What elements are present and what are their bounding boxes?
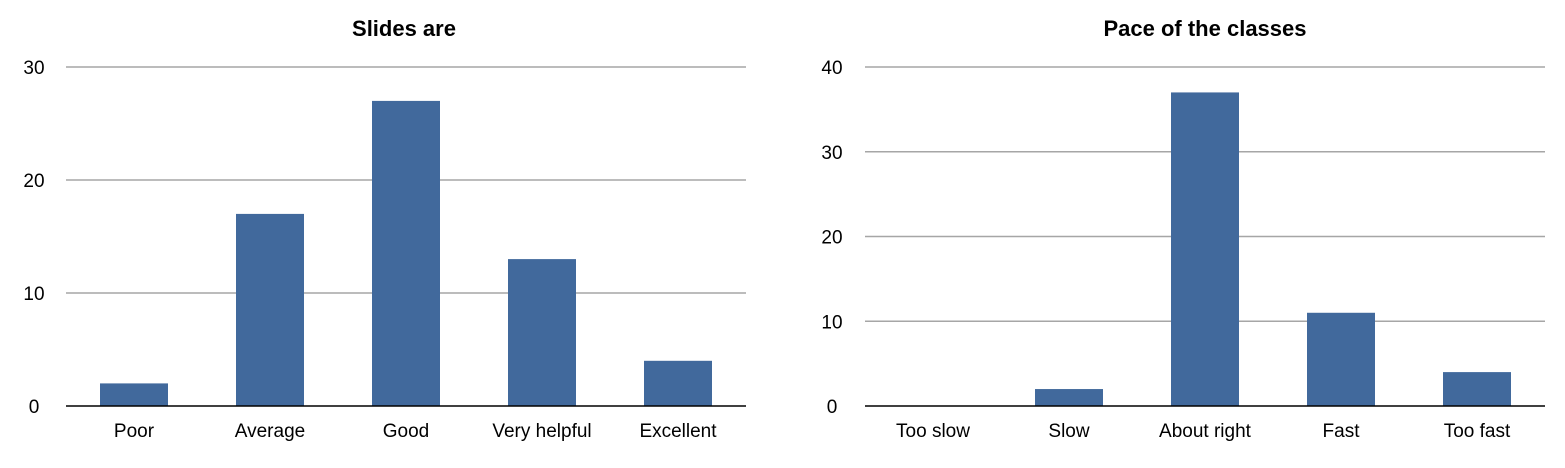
x-category-label: About right — [1159, 421, 1252, 442]
y-tick-label: 10 — [821, 312, 842, 333]
x-category-label: Too fast — [1444, 421, 1511, 442]
x-category-label: Slow — [1048, 421, 1089, 442]
x-category-label: Poor — [114, 421, 155, 442]
chart-pace-of-classes: Pace of the classes 0 10 20 30 40 Too slow Slow… — [780, 0, 1565, 463]
y-tick-label: 40 — [821, 58, 842, 79]
bar-about-right — [1171, 92, 1239, 407]
x-category-label: Fast — [1323, 421, 1361, 442]
chart-svg-slides-are: Slides are 0 10 20 30 Poor Average Good Very hel… — [23, 16, 746, 442]
bar-poor — [100, 383, 168, 406]
bar-very-helpful — [508, 259, 576, 406]
x-category-label: Excellent — [639, 421, 717, 442]
bar-fast — [1307, 312, 1375, 406]
y-tick-label: 10 — [23, 284, 44, 305]
bar-slow — [1035, 389, 1103, 406]
y-tick-label: 0 — [29, 397, 40, 418]
y-tick-label: 20 — [23, 171, 44, 192]
bar-too-fast — [1443, 372, 1511, 406]
chart-slides-are: Slides are 0 10 20 30 Poor Average Good Very hel… — [0, 0, 780, 463]
y-tick-label: 30 — [821, 143, 842, 164]
y-tick-label: 30 — [23, 58, 44, 79]
chart-title: Pace of the classes — [1103, 16, 1306, 41]
bar-average — [236, 213, 304, 406]
y-tick-label: 0 — [827, 397, 838, 418]
bar-good — [372, 100, 440, 407]
x-category-label: Average — [235, 421, 305, 442]
x-category-label: Good — [383, 421, 429, 442]
x-category-label: Too slow — [896, 421, 970, 442]
chart-title: Slides are — [352, 16, 456, 41]
bar-excellent — [644, 360, 712, 406]
chart-svg-pace-of-classes: Pace of the classes 0 10 20 30 40 Too slow Slow… — [821, 16, 1545, 442]
x-category-label: Very helpful — [492, 421, 591, 442]
y-tick-label: 20 — [821, 228, 842, 249]
